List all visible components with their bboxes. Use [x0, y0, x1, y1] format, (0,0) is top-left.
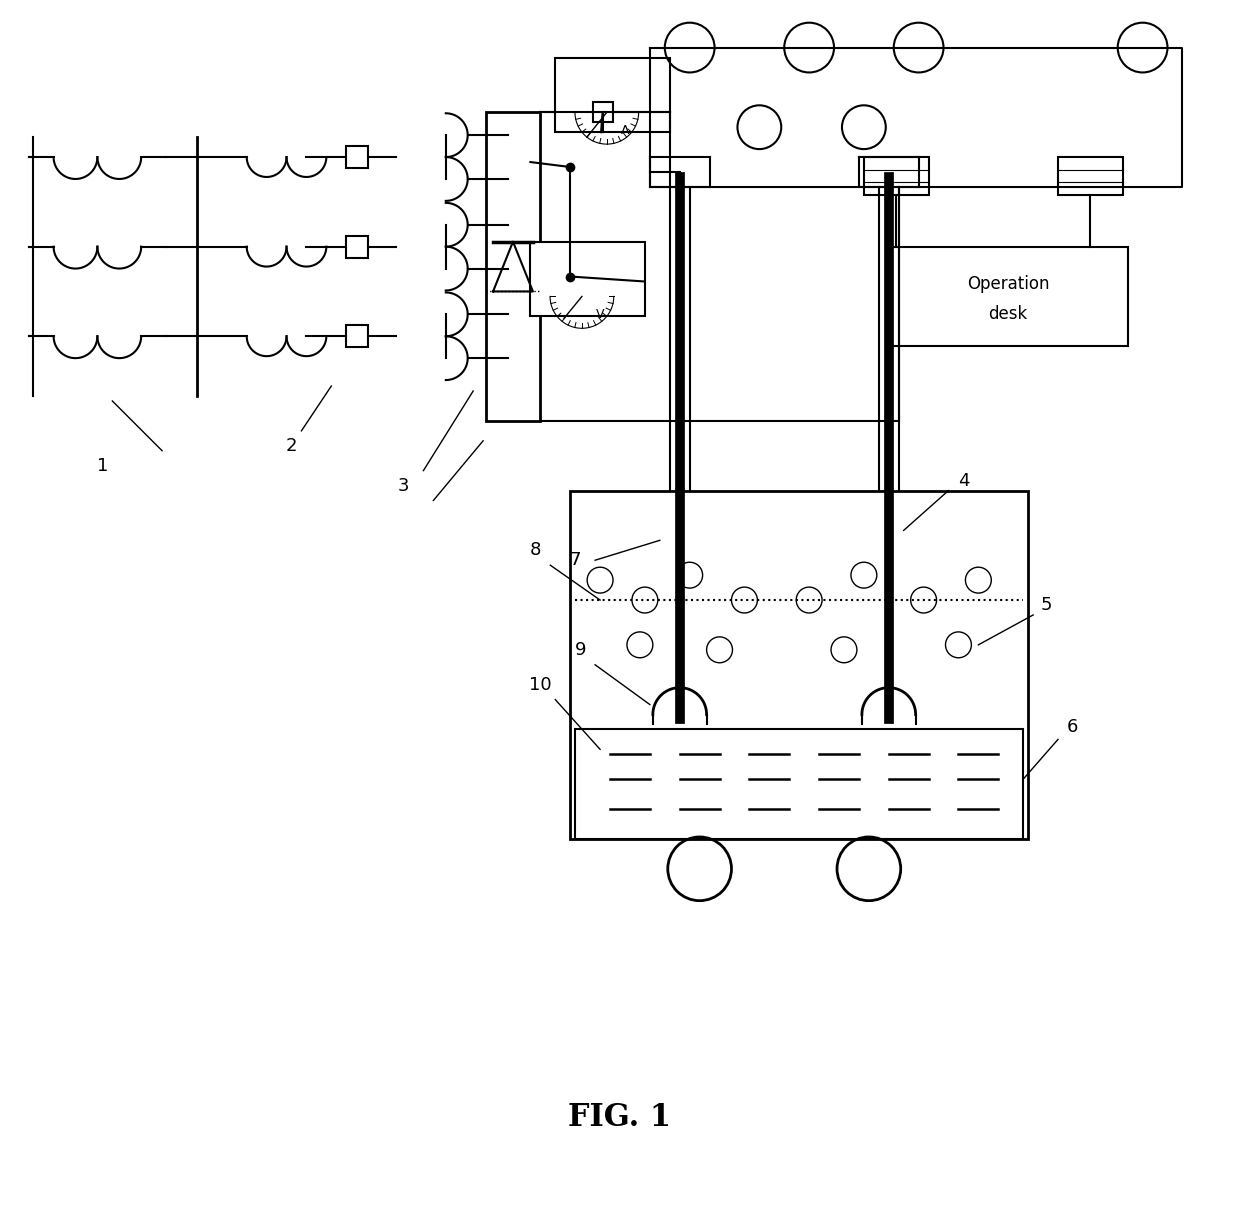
- Bar: [592, 102, 612, 122]
- Bar: [346, 235, 368, 257]
- Text: 5: 5: [1041, 596, 1052, 614]
- Bar: [346, 146, 368, 168]
- Text: FIG. 1: FIG. 1: [567, 1102, 672, 1134]
- Bar: [555, 57, 670, 132]
- Text: 1: 1: [97, 457, 108, 474]
- Text: V: V: [596, 308, 605, 321]
- Text: A: A: [621, 123, 629, 137]
- Text: 2: 2: [286, 436, 297, 455]
- Bar: [486, 112, 540, 421]
- Bar: [1058, 157, 1123, 195]
- Text: desk: desk: [989, 305, 1028, 323]
- Text: 9: 9: [575, 641, 586, 658]
- Bar: [530, 241, 644, 317]
- Bar: [575, 729, 1023, 839]
- Text: Operation: Operation: [966, 275, 1049, 294]
- Text: 7: 7: [570, 551, 581, 569]
- Text: 3: 3: [398, 477, 409, 495]
- Bar: [888, 246, 1127, 346]
- Text: 6: 6: [1067, 718, 1079, 736]
- Text: 8: 8: [530, 541, 541, 560]
- Bar: [346, 325, 368, 347]
- Text: 10: 10: [529, 675, 551, 694]
- Bar: [864, 157, 928, 195]
- Bar: [570, 490, 1028, 839]
- Text: 4: 4: [958, 472, 969, 490]
